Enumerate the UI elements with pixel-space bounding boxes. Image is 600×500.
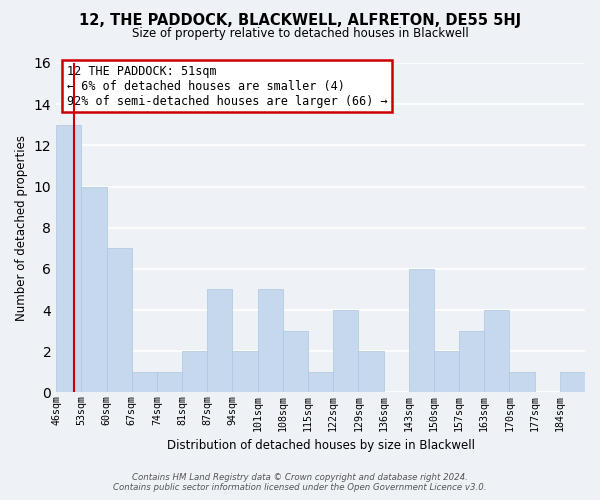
Bar [82,186,107,392]
Bar [459,330,484,392]
Bar [107,248,132,392]
Bar [434,351,459,393]
Bar [132,372,157,392]
Bar [484,310,509,392]
Bar [560,372,585,392]
Bar [358,351,383,393]
Bar [308,372,333,392]
Text: 12, THE PADDOCK, BLACKWELL, ALFRETON, DE55 5HJ: 12, THE PADDOCK, BLACKWELL, ALFRETON, DE… [79,12,521,28]
Bar [509,372,535,392]
Y-axis label: Number of detached properties: Number of detached properties [15,134,28,320]
Bar [207,290,232,393]
Text: 12 THE PADDOCK: 51sqm
← 6% of detached houses are smaller (4)
92% of semi-detach: 12 THE PADDOCK: 51sqm ← 6% of detached h… [67,64,388,108]
X-axis label: Distribution of detached houses by size in Blackwell: Distribution of detached houses by size … [167,440,475,452]
Bar [157,372,182,392]
Bar [409,269,434,392]
Bar [232,351,257,393]
Bar [283,330,308,392]
Bar [333,310,358,392]
Bar [257,290,283,393]
Text: Size of property relative to detached houses in Blackwell: Size of property relative to detached ho… [131,28,469,40]
Bar [182,351,207,393]
Bar [56,125,82,392]
Text: Contains HM Land Registry data © Crown copyright and database right 2024.
Contai: Contains HM Land Registry data © Crown c… [113,473,487,492]
